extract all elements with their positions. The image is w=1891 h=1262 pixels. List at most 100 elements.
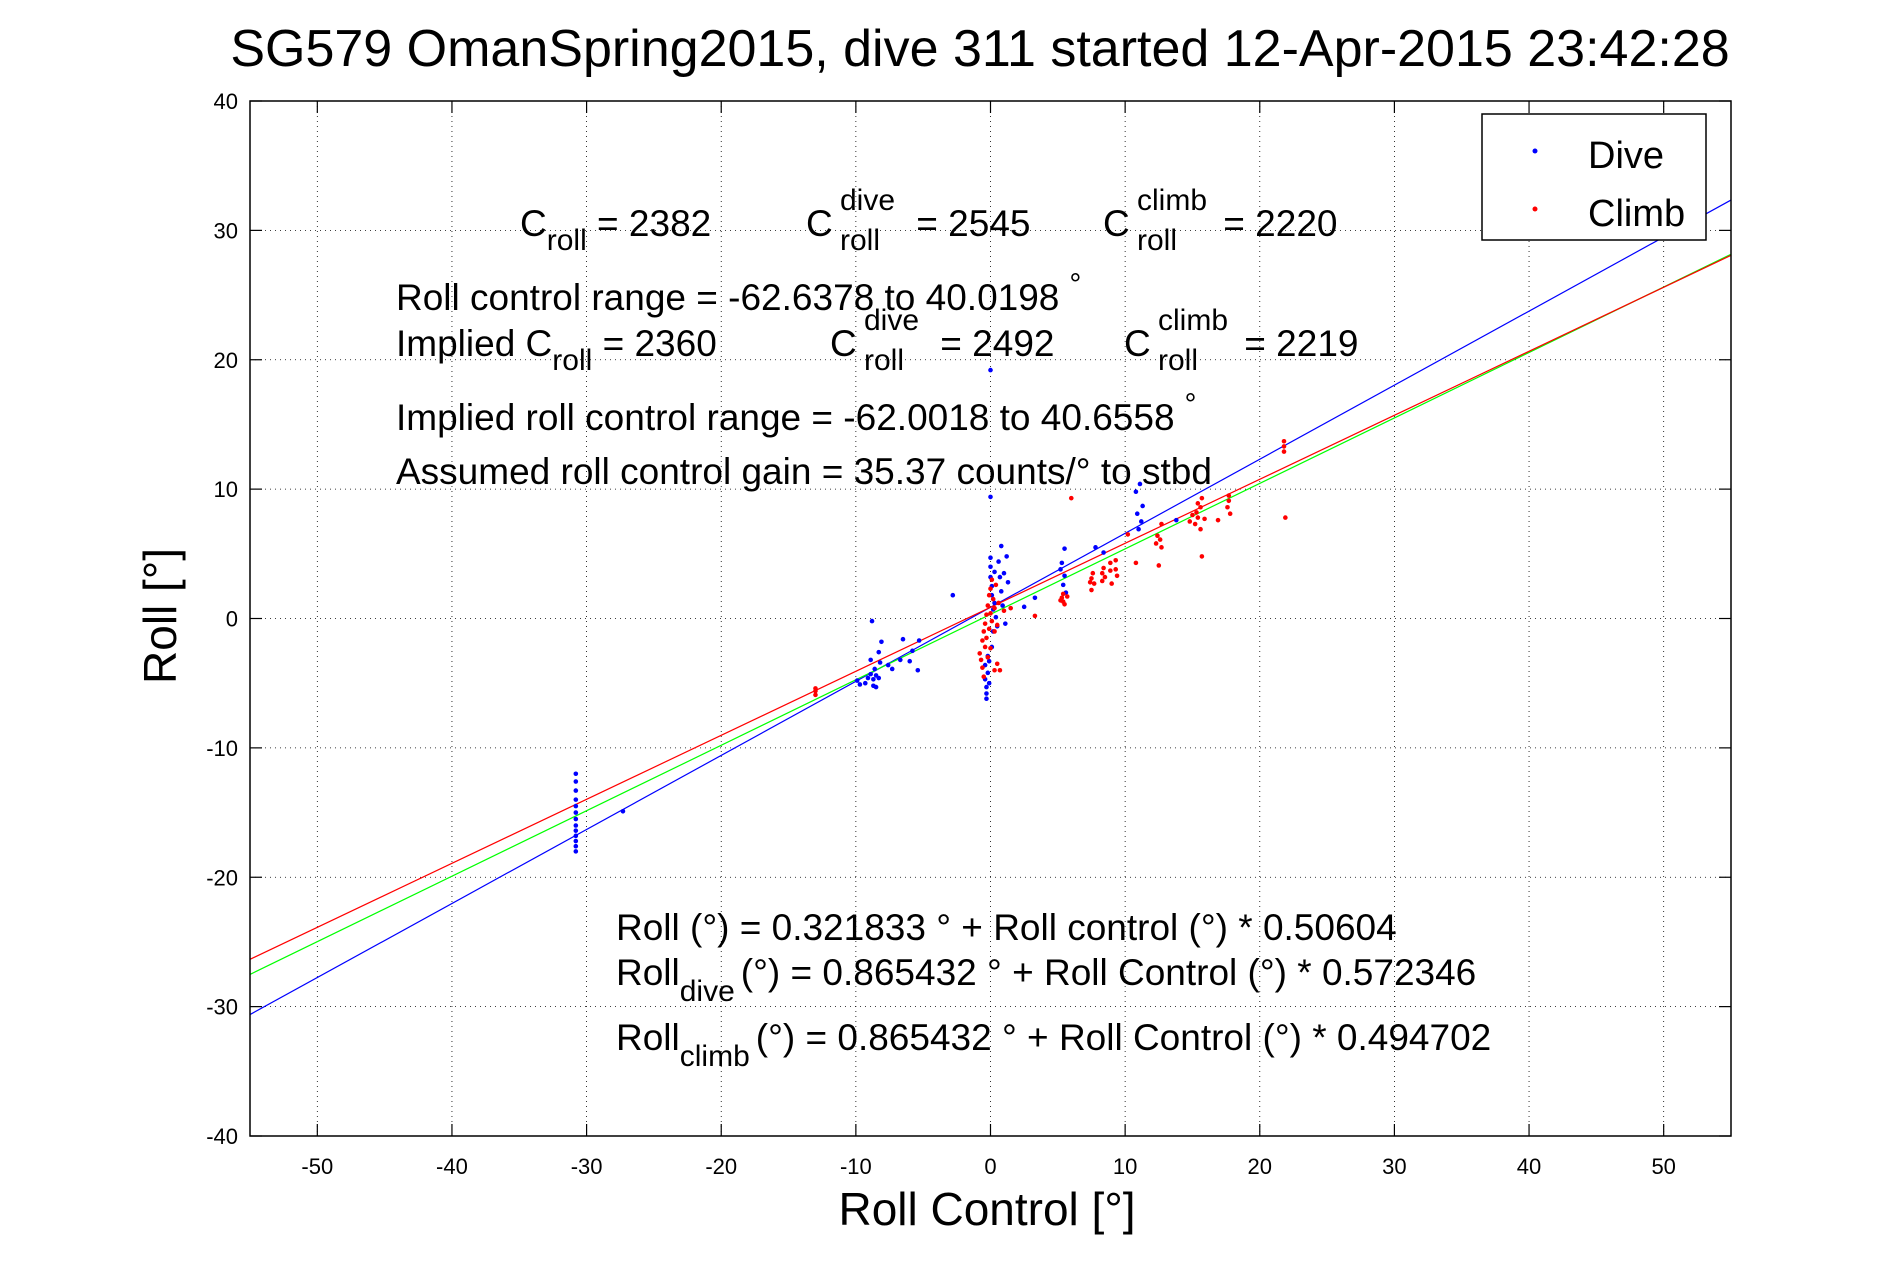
climb-point: [1198, 504, 1203, 510]
dive-point: [1173, 517, 1179, 523]
dive-point: [865, 675, 871, 681]
dive-point: [996, 559, 1001, 564]
dive-point: [915, 667, 921, 673]
climb-point: [1091, 581, 1097, 586]
climb-point: [1133, 560, 1139, 566]
climb-point: [1068, 495, 1074, 501]
climb-point: [1190, 512, 1195, 518]
climb-point: [993, 582, 999, 588]
y-tick-label: -40: [206, 1124, 238, 1149]
dive-point: [873, 684, 879, 690]
dive-point: [1000, 603, 1005, 608]
dive-point: [1001, 570, 1007, 576]
dive-point: [857, 682, 863, 687]
climb-point: [988, 611, 993, 616]
dive-point: [1062, 546, 1067, 551]
dive-point: [984, 691, 989, 696]
dive-point: [854, 678, 860, 683]
climb-point: [980, 638, 985, 643]
dive-point: [573, 771, 579, 777]
dive-point: [1134, 511, 1140, 517]
climb-point: [1060, 591, 1066, 597]
climb-point: [1114, 573, 1120, 579]
climb-point: [985, 655, 991, 660]
climb-point: [1108, 568, 1113, 573]
climb-point: [997, 667, 1003, 673]
climb-point: [1195, 501, 1201, 506]
dive-point: [910, 648, 915, 654]
climb-point: [1156, 563, 1162, 568]
dive-point: [573, 843, 579, 849]
climb-point: [1087, 579, 1093, 585]
dive-point: [1062, 573, 1067, 579]
c-roll-value: 2382: [629, 203, 711, 244]
dive-point: [985, 670, 991, 676]
climb-point: [989, 618, 995, 624]
dive-point: [992, 600, 997, 606]
x-tick-label: 30: [1382, 1154, 1406, 1179]
dive-point: [573, 803, 579, 809]
climb-point: [1109, 581, 1114, 586]
dive-point: [1058, 567, 1063, 572]
dive-point: [877, 660, 883, 665]
climb-point: [992, 667, 997, 673]
climb-point: [980, 665, 985, 670]
dive-point: [573, 810, 579, 815]
x-tick-label: -40: [436, 1154, 468, 1179]
dive-point: [916, 638, 922, 643]
implied-c-roll-value: 2360: [634, 323, 716, 364]
climb-point: [1159, 521, 1164, 527]
plot-area: -50 -40 -30 -20 -10 0 10 20 30 40 50 -40 -30 -20 -10 0 1…: [206, 89, 1732, 1179]
dive-point: [1060, 582, 1066, 588]
dive-point: [988, 367, 993, 373]
dive-point: [573, 797, 579, 802]
climb-point: [1101, 565, 1106, 571]
climb-point: [1113, 557, 1119, 563]
climb-point: [1125, 532, 1131, 537]
climb-point: [982, 644, 988, 650]
climb-point: [1108, 560, 1113, 566]
climb-point: [986, 592, 992, 598]
climb-point: [1099, 578, 1105, 584]
dive-point: [1138, 519, 1144, 524]
climb-point: [1227, 511, 1233, 517]
y-tick-label: 0: [226, 607, 238, 632]
climb-point: [981, 674, 987, 680]
dive-point: [573, 833, 579, 839]
dive-point: [1140, 503, 1145, 509]
dive-point: [1136, 526, 1141, 532]
dive-point: [984, 696, 989, 702]
dive-point: [620, 808, 626, 814]
dive-point: [988, 564, 993, 570]
x-tick-label: 40: [1517, 1154, 1541, 1179]
climb-point: [1008, 605, 1013, 611]
climb-point: [1089, 587, 1094, 593]
y-tick-label: 30: [214, 218, 238, 243]
equation-roll-dive: Rolldive (°) = 0.865432 ° + Roll Control …: [616, 952, 1476, 1008]
climb-point: [992, 605, 997, 611]
dive-point: [998, 543, 1004, 549]
climb-point: [992, 629, 997, 634]
climb-point: [978, 657, 984, 663]
dive-point: [1093, 545, 1098, 550]
dive-point: [993, 614, 999, 620]
climb-point: [1215, 517, 1221, 523]
climb-point: [1199, 495, 1205, 501]
y-tick-label: 40: [214, 89, 238, 114]
legend-marker-dive: [1532, 148, 1538, 154]
climb-point: [1090, 570, 1096, 576]
y-tick-label: 10: [214, 477, 238, 502]
climb-point: [1281, 438, 1287, 444]
climb-point: [984, 635, 989, 641]
dive-point: [573, 828, 579, 833]
climb-point: [994, 661, 1000, 667]
climb-point: [1187, 519, 1193, 524]
climb-point: [994, 622, 1000, 628]
climb-point: [1062, 601, 1067, 607]
chart-title: SG579 OmanSpring2015, dive 311 started 1…: [230, 20, 1729, 78]
dive-point: [900, 636, 906, 642]
dive-point: [573, 838, 579, 844]
climb-point: [1281, 449, 1287, 454]
climb-point: [813, 692, 818, 698]
dive-point: [897, 657, 903, 663]
